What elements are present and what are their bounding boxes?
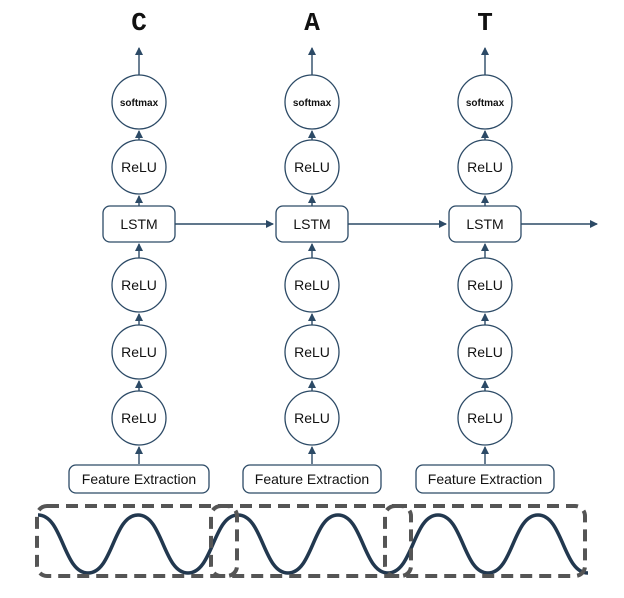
output-letter-1: C xyxy=(131,8,147,38)
softmax-node-3 xyxy=(457,74,513,130)
relu-node-3-c xyxy=(457,390,513,446)
column-1: C softmax ReLU LSTM ReLU ReLU ReLU Featu… xyxy=(68,8,210,494)
column-3: T softmax ReLU LSTM ReLU ReLU ReLU Featu… xyxy=(415,8,555,494)
softmax-node-2 xyxy=(284,74,340,130)
relu-label-2-top: ReLU xyxy=(294,159,330,175)
window-frame-1 xyxy=(35,504,239,578)
relu-label-3-a: ReLU xyxy=(467,277,503,293)
relu-label-3-top: ReLU xyxy=(467,159,503,175)
relu-node-2-top xyxy=(284,139,340,195)
relu-label-2-b: ReLU xyxy=(294,344,330,360)
relu-node-3-b xyxy=(457,324,513,380)
feature-extraction-label-3: Feature Extraction xyxy=(428,471,542,487)
window-frame-2 xyxy=(209,504,413,578)
lstm-label-3: LSTM xyxy=(466,216,503,232)
relu-label-1-a: ReLU xyxy=(121,277,157,293)
relu-node-2-c xyxy=(284,390,340,446)
feature-extraction-node-1 xyxy=(68,464,210,494)
relu-node-3-top xyxy=(457,139,513,195)
relu-node-3-a xyxy=(457,257,513,313)
input-waveform xyxy=(37,513,589,575)
window-frame-3 xyxy=(383,504,587,578)
lstm-label-1: LSTM xyxy=(120,216,157,232)
softmax-label-1: softmax xyxy=(120,98,159,109)
lstm-label-2: LSTM xyxy=(293,216,330,232)
relu-label-2-c: ReLU xyxy=(294,410,330,426)
relu-node-2-a xyxy=(284,257,340,313)
feature-extraction-node-3 xyxy=(415,464,555,494)
relu-label-1-b: ReLU xyxy=(121,344,157,360)
relu-node-1-c xyxy=(111,390,167,446)
relu-label-3-c: ReLU xyxy=(467,410,503,426)
relu-label-1-c: ReLU xyxy=(121,410,157,426)
column-2: A softmax ReLU LSTM ReLU ReLU ReLU Featu… xyxy=(242,8,382,494)
softmax-node-1 xyxy=(111,74,167,130)
relu-label-1-top: ReLU xyxy=(121,159,157,175)
softmax-label-2: softmax xyxy=(293,98,332,109)
feature-extraction-node-2 xyxy=(242,464,382,494)
softmax-label-3: softmax xyxy=(466,98,505,109)
relu-label-3-b: ReLU xyxy=(467,344,503,360)
output-letter-2: A xyxy=(304,8,320,38)
output-letter-3: T xyxy=(477,8,493,38)
relu-node-1-a xyxy=(111,257,167,313)
relu-label-2-a: ReLU xyxy=(294,277,330,293)
relu-node-1-top xyxy=(111,139,167,195)
feature-extraction-label-2: Feature Extraction xyxy=(255,471,369,487)
feature-extraction-label-1: Feature Extraction xyxy=(82,471,196,487)
relu-node-2-b xyxy=(284,324,340,380)
relu-node-1-b xyxy=(111,324,167,380)
